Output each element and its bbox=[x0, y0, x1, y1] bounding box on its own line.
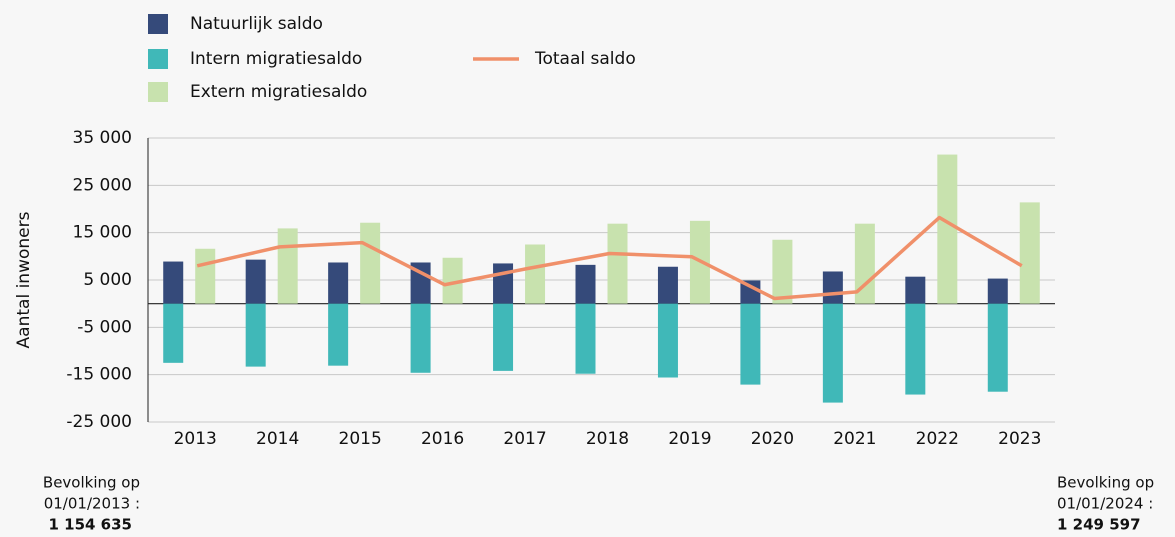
annotation: 1 249 597 bbox=[1057, 516, 1141, 534]
bar bbox=[163, 261, 184, 304]
bar bbox=[772, 239, 793, 304]
bar bbox=[328, 303, 349, 366]
bar bbox=[195, 248, 216, 304]
y-axis-label: Aantal inwoners bbox=[14, 211, 34, 348]
x-tick-label: 2020 bbox=[751, 429, 794, 449]
x-tick-label: 2016 bbox=[421, 429, 464, 449]
legend-swatch bbox=[148, 82, 168, 102]
bar bbox=[410, 262, 431, 304]
bar bbox=[607, 223, 628, 304]
bar bbox=[905, 303, 926, 395]
legend-label: Natuurlijk saldo bbox=[190, 14, 323, 34]
x-tick-label: 2015 bbox=[339, 429, 382, 449]
x-tick-label: 2018 bbox=[586, 429, 629, 449]
bar bbox=[822, 271, 843, 304]
y-tick-label: 35 000 bbox=[73, 128, 132, 148]
bar bbox=[328, 262, 349, 304]
y-tick-label: 25 000 bbox=[73, 175, 132, 195]
bar bbox=[245, 259, 266, 304]
bar bbox=[442, 257, 463, 304]
annotation: 01/01/2013 : bbox=[44, 495, 140, 513]
annotation: 01/01/2024 : bbox=[1057, 495, 1153, 513]
x-tick-label: 2019 bbox=[668, 429, 711, 449]
bar bbox=[905, 276, 926, 304]
x-tick-label: 2023 bbox=[998, 429, 1041, 449]
bar bbox=[525, 244, 546, 304]
bar bbox=[163, 303, 184, 363]
bar bbox=[987, 303, 1008, 392]
y-tick-label: -25 000 bbox=[66, 412, 132, 432]
x-tick-label: 2013 bbox=[174, 429, 217, 449]
bar bbox=[410, 303, 431, 373]
legend-label: Extern migratiesaldo bbox=[190, 82, 367, 102]
bar bbox=[987, 278, 1008, 304]
y-tick-label: -15 000 bbox=[66, 365, 132, 385]
x-tick-label: 2017 bbox=[503, 429, 546, 449]
bar bbox=[1019, 202, 1040, 304]
bar bbox=[740, 280, 761, 304]
bar bbox=[822, 303, 843, 403]
bar bbox=[937, 154, 958, 304]
legend-swatch bbox=[148, 49, 168, 69]
legend-label: Totaal saldo bbox=[534, 49, 636, 69]
bar bbox=[854, 223, 875, 304]
bar bbox=[740, 303, 761, 385]
line bbox=[196, 215, 1023, 301]
bar bbox=[657, 303, 678, 378]
bar bbox=[360, 222, 381, 304]
bar bbox=[493, 303, 514, 371]
x-tick-label: 2014 bbox=[256, 429, 299, 449]
annotation: Bevolking op bbox=[1057, 474, 1154, 492]
legend-swatch bbox=[148, 14, 168, 34]
y-tick-label: 15 000 bbox=[73, 223, 132, 243]
bar bbox=[245, 303, 266, 367]
x-tick-label: 2021 bbox=[833, 429, 876, 449]
x-tick-label: 2022 bbox=[916, 429, 959, 449]
annotation: Bevolking op bbox=[43, 474, 140, 492]
y-tick-label: -5 000 bbox=[77, 317, 132, 337]
bar bbox=[575, 264, 596, 304]
y-tick-label: 5 000 bbox=[83, 270, 132, 290]
bar bbox=[575, 303, 596, 374]
annotations: Bevolking op 01/01/2013 : 1 154 635 Bevo… bbox=[43, 474, 1154, 534]
bar bbox=[277, 228, 298, 304]
bar bbox=[493, 263, 514, 304]
legend-label: Intern migratiesaldo bbox=[190, 49, 362, 69]
annotation: 1 154 635 bbox=[48, 516, 132, 534]
bar bbox=[657, 266, 678, 304]
